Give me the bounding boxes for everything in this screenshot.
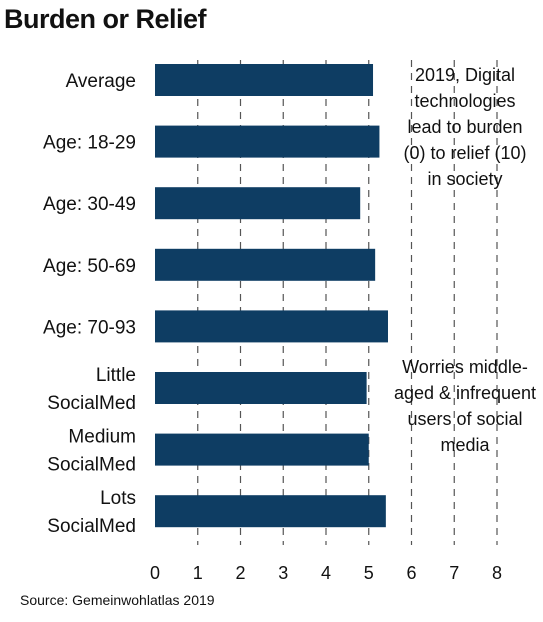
x-tick-labels: 0 1 2 3 4 5 6 7 8 bbox=[150, 563, 502, 583]
category-label-5: Little SocialMed bbox=[47, 365, 136, 414]
annotation-top: 2019, Digital technologies lead to burde… bbox=[403, 65, 527, 189]
x-tick-label-4: 4 bbox=[321, 563, 331, 583]
bar-4 bbox=[155, 310, 388, 343]
bar-0 bbox=[155, 64, 374, 96]
bar-1 bbox=[155, 125, 380, 158]
category-labels: Average Age: 18-29 Age: 30-49 Age: 50-69 Age… bbox=[43, 71, 136, 537]
bar-3 bbox=[155, 248, 376, 281]
x-tick-label-7: 7 bbox=[449, 563, 459, 583]
x-tick-label-6: 6 bbox=[406, 563, 416, 583]
category-label-4: Age: 70-93 bbox=[43, 317, 136, 338]
x-tick-label-3: 3 bbox=[278, 563, 288, 583]
category-label-0: Average bbox=[66, 71, 136, 92]
category-label-3: Age: 50-69 bbox=[43, 256, 136, 277]
x-tick-label-1: 1 bbox=[193, 563, 203, 583]
x-tick-label-8: 8 bbox=[492, 563, 502, 583]
x-tick-label-0: 0 bbox=[150, 563, 160, 583]
bar-2 bbox=[155, 187, 361, 220]
source-note: Source: Gemeinwohlatlas 2019 bbox=[20, 592, 215, 608]
annotation-bottom: Worries middle-aged & infrequent users o… bbox=[393, 357, 537, 455]
bar-6 bbox=[155, 433, 369, 466]
category-label-7: Lots SocialMed bbox=[47, 488, 136, 537]
category-label-6: Medium SocialMed bbox=[47, 427, 136, 476]
bar-5 bbox=[155, 372, 367, 404]
x-tick-label-2: 2 bbox=[235, 563, 245, 583]
bar-7 bbox=[155, 495, 386, 528]
category-label-2: Age: 30-49 bbox=[43, 194, 136, 215]
chart-title: Burden or Relief bbox=[4, 4, 207, 34]
category-label-1: Age: 18-29 bbox=[43, 133, 136, 154]
bars bbox=[155, 64, 388, 528]
x-tick-label-5: 5 bbox=[364, 563, 374, 583]
